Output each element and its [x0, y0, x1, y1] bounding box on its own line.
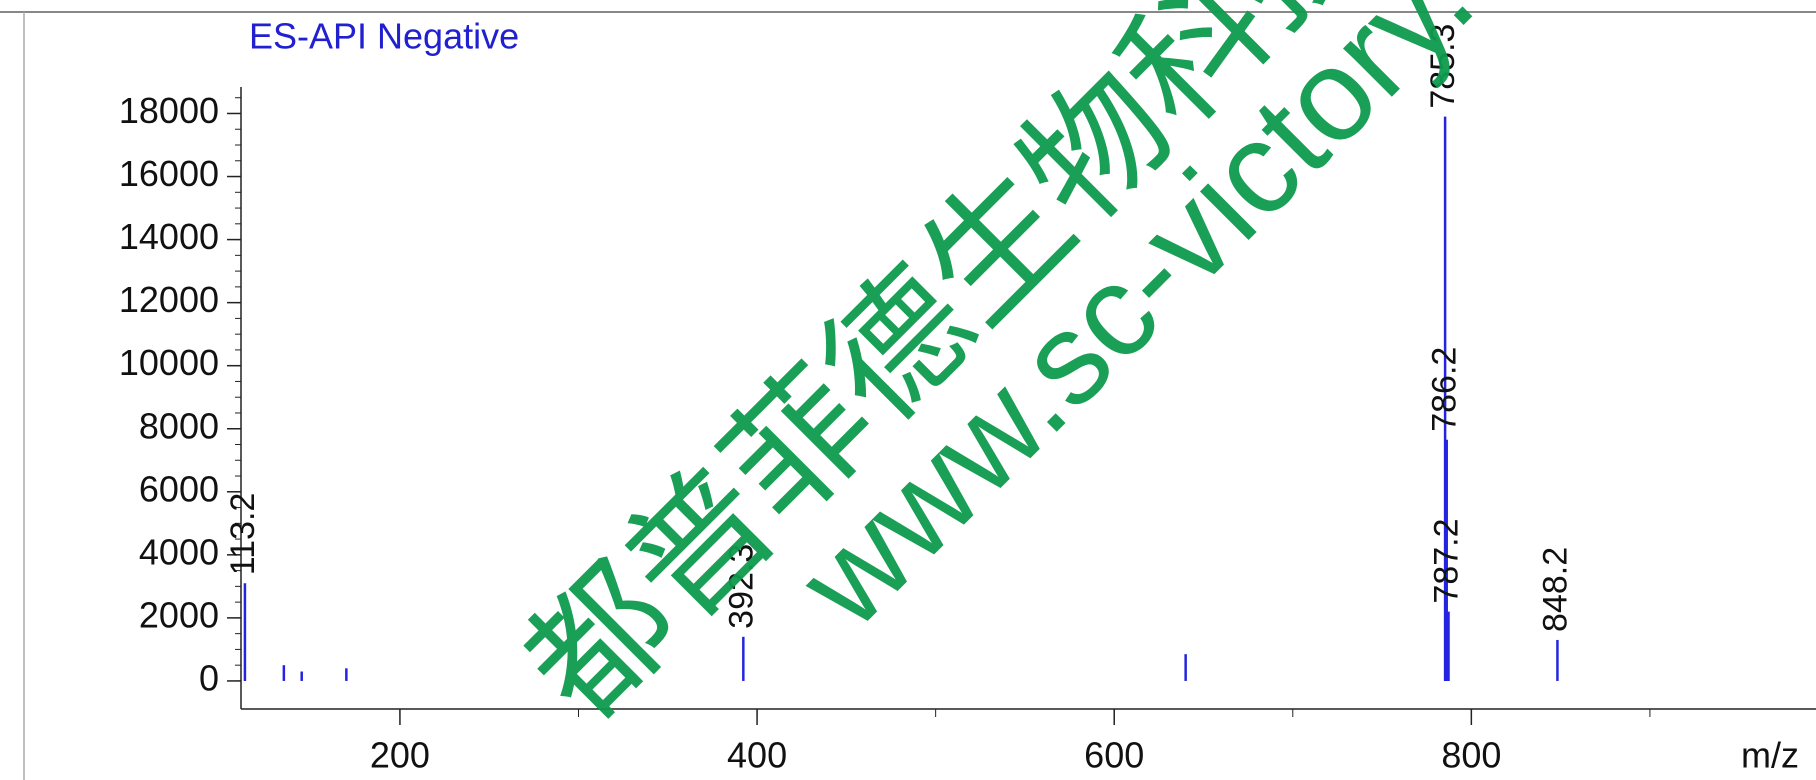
x-tick-label: 600 — [1084, 735, 1144, 776]
x-axis-label: m/z — [1741, 735, 1799, 776]
y-tick-label: 0 — [199, 657, 219, 698]
y-tick-label: 6000 — [139, 468, 219, 509]
y-tick-label: 2000 — [139, 594, 219, 635]
peak-label: 786.2 — [1426, 347, 1464, 432]
peak-label: 113.2 — [224, 493, 262, 576]
chart-title: ES-API Negative — [249, 16, 519, 57]
peak-label: 848.2 — [1536, 547, 1574, 632]
x-tick-label: 200 — [370, 735, 430, 776]
x-tick-label: 800 — [1441, 735, 1501, 776]
peak-label: 392.3 — [722, 544, 760, 629]
y-tick-label: 12000 — [119, 279, 219, 320]
peak-label: 787.2 — [1427, 518, 1465, 603]
y-tick-label: 8000 — [139, 405, 219, 446]
y-tick-label: 16000 — [119, 153, 219, 194]
y-tick-label: 10000 — [119, 342, 219, 383]
y-tick-label: 4000 — [139, 531, 219, 572]
x-tick-label: 400 — [727, 735, 787, 776]
y-tick-label: 18000 — [119, 90, 219, 131]
y-tick-label: 14000 — [119, 216, 219, 257]
peak-label: 785.3 — [1424, 24, 1462, 109]
